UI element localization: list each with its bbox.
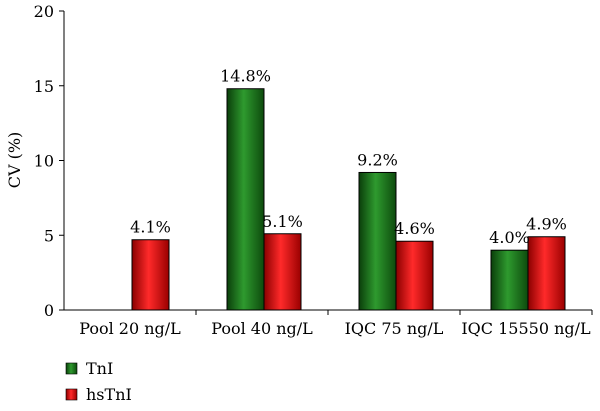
legend-swatch-hstnI bbox=[65, 388, 78, 401]
y-tick-label: 10 bbox=[34, 152, 54, 171]
data-label-tnI: 14.8% bbox=[220, 67, 271, 86]
bars-group bbox=[131, 88, 566, 311]
legend-label-tnI: TnI bbox=[86, 359, 113, 378]
category-labels-group: Pool 20 ng/L Pool 40 ng/L IQC 75 ng/L IQC 1… bbox=[79, 310, 593, 338]
category-label: IQC 15550 ng/L bbox=[461, 319, 591, 338]
y-tick-label: 0 bbox=[44, 301, 54, 320]
data-labels-group: 4.1% 14.8% 5.1% 9.2% 4.6% 4.0%4.9% bbox=[130, 67, 567, 247]
bar-hstnI bbox=[395, 240, 434, 311]
data-label-tnI: 4.0% bbox=[489, 228, 530, 247]
category-label: IQC 75 ng/L bbox=[345, 319, 444, 338]
data-label-tnI: 9.2% bbox=[357, 150, 398, 169]
category-label: Pool 40 ng/L bbox=[211, 319, 313, 338]
data-label-hstnI: 4.1% bbox=[130, 218, 171, 237]
bar-hstnI bbox=[527, 236, 566, 311]
category-label: Pool 20 ng/L bbox=[79, 319, 181, 338]
data-label-hstnI: 5.1% bbox=[262, 212, 303, 231]
legend-item-tnI: TnI bbox=[65, 359, 113, 378]
y-tick-label: 15 bbox=[34, 77, 54, 96]
y-tick-label: 5 bbox=[44, 226, 54, 245]
bar-hstnI bbox=[131, 239, 170, 311]
legend: TnI hsTnI bbox=[65, 359, 132, 404]
y-axis-ticks: 0 5 10 15 20 bbox=[34, 2, 64, 320]
bar-tnI bbox=[358, 171, 397, 311]
bar-hstnI bbox=[263, 233, 302, 311]
legend-label-hstnI: hsTnI bbox=[86, 385, 132, 404]
y-tick-label: 20 bbox=[34, 2, 54, 21]
bar-tnI bbox=[226, 88, 265, 311]
legend-item-hstnI: hsTnI bbox=[65, 385, 132, 404]
data-label-hstnI: 4.9% bbox=[526, 215, 567, 234]
y-axis-title: CV (%) bbox=[5, 132, 24, 189]
bar-tnI bbox=[490, 249, 529, 311]
legend-swatch-tnI bbox=[65, 362, 78, 375]
data-label-hstnI: 4.6% bbox=[394, 219, 435, 238]
